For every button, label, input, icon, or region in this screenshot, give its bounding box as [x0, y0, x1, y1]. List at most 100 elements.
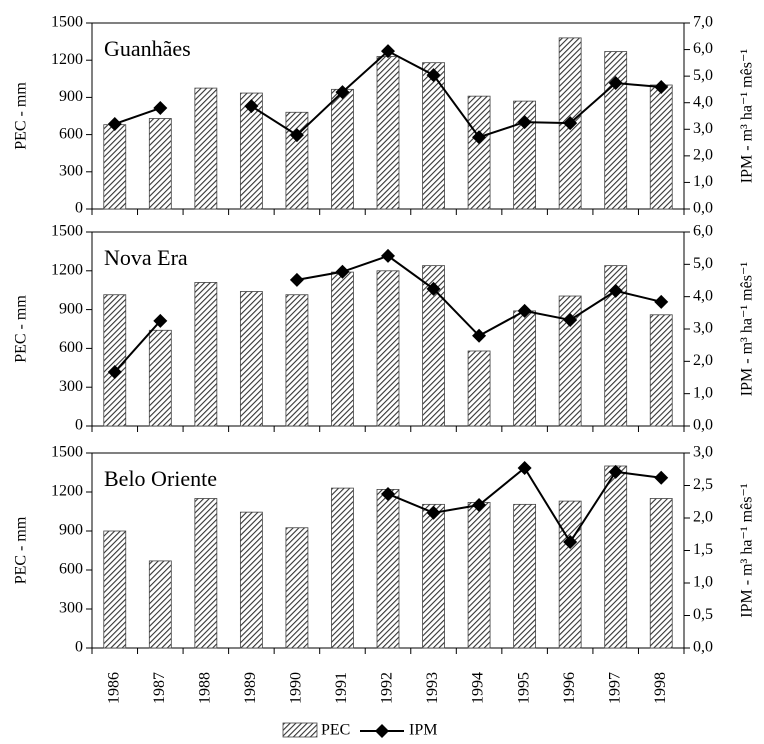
pec-bar	[331, 487, 354, 649]
ipm-marker	[107, 116, 122, 131]
x-tick-label: 1991	[333, 672, 350, 704]
y-tick-label: 600	[59, 125, 83, 142]
y-tick-label: 1500	[51, 223, 83, 240]
pec-bar	[239, 92, 263, 210]
y-axis-label: PEC - mm	[13, 295, 30, 363]
y-tick-label: 600	[59, 561, 83, 578]
x-tick-label: 1992	[379, 672, 396, 704]
ipm-marker	[654, 80, 669, 95]
y2-axis-label: IPM - m³ ha⁻¹ mês⁻¹	[739, 262, 756, 397]
legend-label: IPM	[409, 722, 437, 739]
pec-bar	[103, 294, 127, 427]
ipm-marker	[289, 128, 304, 143]
y2-axis-label: IPM - m³ ha⁻¹ mês⁻¹	[739, 49, 756, 184]
y-tick-label: 900	[59, 88, 83, 105]
pec-bar	[376, 56, 400, 210]
pec-bar	[285, 527, 309, 649]
ipm-marker	[153, 313, 168, 328]
pec-bar	[239, 291, 263, 427]
y2-tick-label: 2,0	[693, 352, 713, 369]
y2-tick-label: 1,0	[693, 384, 713, 401]
pec-bar	[148, 329, 172, 427]
pec-bar	[513, 100, 537, 210]
ipm-marker	[335, 85, 350, 100]
y2-tick-label: 4,0	[693, 93, 713, 110]
pec-bar	[649, 498, 673, 649]
y2-tick-label: 1,5	[693, 541, 713, 558]
x-tick-label: 1994	[470, 672, 487, 704]
x-tick-label: 1988	[197, 672, 214, 704]
y2-tick-label: 1,0	[693, 173, 713, 190]
pec-bar	[239, 511, 263, 649]
y2-tick-label: 4,0	[693, 287, 713, 304]
ipm-marker	[381, 248, 395, 263]
y-axis-label: PEC - mm	[13, 516, 30, 584]
y-tick-label: 1500	[51, 444, 83, 461]
y2-tick-label: 5,0	[693, 67, 713, 84]
ipm-marker	[608, 283, 623, 298]
ipm-marker	[517, 115, 532, 130]
pec-bar	[604, 51, 628, 210]
ipm-marker	[426, 281, 441, 296]
y-axis-label: PEC - mm	[13, 82, 30, 150]
pec-bar	[103, 124, 127, 210]
ipm-marker	[472, 130, 487, 145]
x-tick-label: 1987	[151, 672, 168, 704]
pec-bar	[194, 282, 218, 427]
ipm-marker	[608, 464, 623, 479]
y-tick-label: 900	[59, 300, 83, 317]
legend-swatch	[282, 722, 318, 738]
x-tick-label: 1989	[242, 672, 259, 704]
ipm-marker	[381, 486, 395, 501]
panel-title: Guanhães	[104, 36, 191, 61]
legend-marker	[375, 724, 389, 738]
y-tick-label: 0	[75, 639, 83, 656]
y2-tick-label: 0,0	[693, 200, 713, 217]
pec-bar	[649, 314, 673, 427]
x-tick-label: 1997	[606, 672, 623, 704]
y2-tick-label: 2,0	[693, 509, 713, 526]
x-tick-label: 1998	[652, 672, 669, 704]
x-tick-label: 1995	[515, 672, 532, 704]
ipm-marker	[654, 294, 669, 309]
ipm-marker	[563, 116, 578, 131]
panel-title: Belo Oriente	[104, 466, 217, 491]
y2-tick-label: 5,0	[693, 255, 713, 272]
pec-bar	[649, 84, 673, 210]
y-tick-label: 1200	[51, 261, 83, 278]
y2-tick-label: 1,0	[693, 574, 713, 591]
y2-tick-label: 3,0	[693, 320, 713, 337]
ipm-marker	[563, 535, 578, 550]
ipm-marker	[289, 272, 304, 287]
y2-tick-label: 2,5	[693, 476, 713, 493]
y-tick-label: 300	[59, 162, 83, 179]
pec-bar	[467, 501, 491, 649]
ipm-marker	[426, 68, 441, 83]
ipm-marker	[517, 460, 532, 475]
y2-tick-label: 6,0	[693, 223, 713, 240]
y2-tick-label: 3,0	[693, 444, 713, 461]
ipm-marker	[472, 498, 487, 512]
y2-tick-label: 0,0	[693, 639, 713, 656]
pec-bar	[604, 465, 628, 649]
ipm-marker	[563, 312, 578, 327]
panel-title: Nova Era	[104, 245, 188, 270]
y-tick-label: 1200	[51, 483, 83, 500]
pec-bar	[467, 350, 491, 427]
y-tick-label: 900	[59, 522, 83, 539]
y-tick-label: 300	[59, 378, 83, 395]
pec-bar	[558, 500, 582, 649]
ipm-marker	[654, 470, 669, 485]
pec-bar	[604, 265, 628, 427]
pec-bar	[376, 270, 400, 427]
pec-bar	[194, 87, 218, 210]
ipm-marker	[335, 264, 350, 279]
ipm-marker	[426, 505, 441, 520]
y2-tick-label: 0,5	[693, 606, 713, 623]
pec-bar	[467, 95, 491, 210]
ipm-marker	[244, 99, 259, 114]
x-tick-label: 1993	[424, 672, 441, 704]
y2-tick-label: 6,0	[693, 40, 713, 57]
y-tick-label: 0	[75, 417, 83, 434]
